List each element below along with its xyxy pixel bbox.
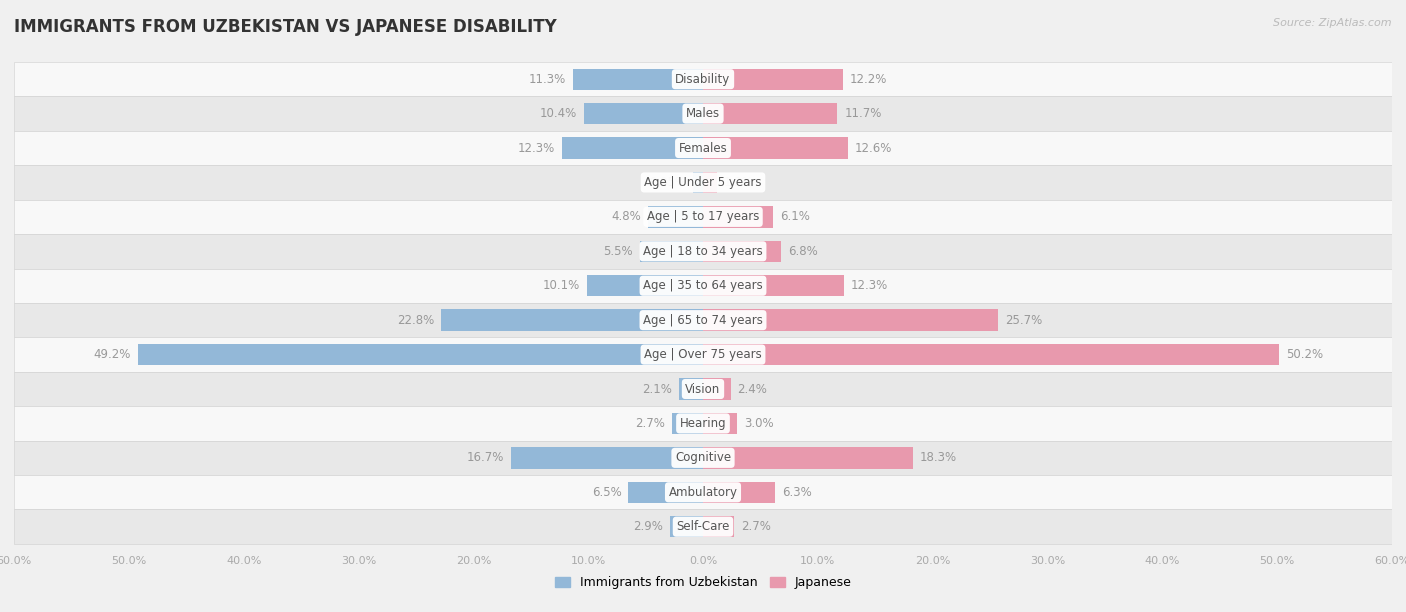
- FancyBboxPatch shape: [14, 303, 1392, 337]
- Text: 49.2%: 49.2%: [94, 348, 131, 361]
- Text: 22.8%: 22.8%: [396, 314, 434, 327]
- Bar: [138, 344, 703, 365]
- Text: Age | Under 5 years: Age | Under 5 years: [644, 176, 762, 189]
- Bar: [703, 206, 773, 228]
- Bar: [703, 275, 844, 296]
- FancyBboxPatch shape: [14, 234, 1392, 269]
- FancyBboxPatch shape: [14, 337, 1392, 371]
- Text: 10.4%: 10.4%: [540, 107, 576, 120]
- Text: 12.3%: 12.3%: [517, 141, 555, 154]
- FancyBboxPatch shape: [14, 62, 1392, 96]
- Bar: [628, 482, 703, 503]
- Bar: [512, 447, 703, 469]
- Text: 2.9%: 2.9%: [633, 520, 662, 533]
- Bar: [562, 137, 703, 159]
- FancyBboxPatch shape: [14, 165, 1392, 200]
- FancyBboxPatch shape: [14, 131, 1392, 165]
- Bar: [703, 172, 717, 193]
- Text: Age | 18 to 34 years: Age | 18 to 34 years: [643, 245, 763, 258]
- Text: 12.3%: 12.3%: [851, 279, 889, 292]
- Text: Disability: Disability: [675, 73, 731, 86]
- FancyBboxPatch shape: [14, 509, 1392, 544]
- Text: Age | 35 to 64 years: Age | 35 to 64 years: [643, 279, 763, 292]
- Bar: [703, 412, 738, 434]
- Text: Self-Care: Self-Care: [676, 520, 730, 533]
- Bar: [703, 103, 838, 124]
- Bar: [672, 412, 703, 434]
- Bar: [703, 137, 848, 159]
- Text: 6.1%: 6.1%: [780, 211, 810, 223]
- Bar: [703, 344, 1279, 365]
- Bar: [703, 516, 734, 537]
- Legend: Immigrants from Uzbekistan, Japanese: Immigrants from Uzbekistan, Japanese: [550, 571, 856, 594]
- Text: 6.8%: 6.8%: [787, 245, 818, 258]
- Bar: [703, 241, 782, 262]
- Text: Females: Females: [679, 141, 727, 154]
- Text: 0.85%: 0.85%: [650, 176, 686, 189]
- FancyBboxPatch shape: [14, 200, 1392, 234]
- Text: 11.3%: 11.3%: [529, 73, 567, 86]
- FancyBboxPatch shape: [14, 406, 1392, 441]
- Text: 2.4%: 2.4%: [738, 382, 768, 395]
- Text: Age | 65 to 74 years: Age | 65 to 74 years: [643, 314, 763, 327]
- Bar: [441, 310, 703, 331]
- Text: 25.7%: 25.7%: [1005, 314, 1042, 327]
- Bar: [703, 310, 998, 331]
- FancyBboxPatch shape: [14, 475, 1392, 509]
- FancyBboxPatch shape: [14, 269, 1392, 303]
- Text: 12.2%: 12.2%: [851, 73, 887, 86]
- Bar: [669, 516, 703, 537]
- Text: 11.7%: 11.7%: [844, 107, 882, 120]
- FancyBboxPatch shape: [14, 96, 1392, 131]
- FancyBboxPatch shape: [14, 371, 1392, 406]
- Text: Source: ZipAtlas.com: Source: ZipAtlas.com: [1274, 18, 1392, 28]
- Bar: [703, 447, 912, 469]
- Bar: [583, 103, 703, 124]
- Text: 12.6%: 12.6%: [855, 141, 891, 154]
- Text: Age | 5 to 17 years: Age | 5 to 17 years: [647, 211, 759, 223]
- Text: 16.7%: 16.7%: [467, 452, 505, 465]
- Text: 6.5%: 6.5%: [592, 486, 621, 499]
- Text: IMMIGRANTS FROM UZBEKISTAN VS JAPANESE DISABILITY: IMMIGRANTS FROM UZBEKISTAN VS JAPANESE D…: [14, 18, 557, 36]
- Bar: [703, 378, 731, 400]
- Text: Hearing: Hearing: [679, 417, 727, 430]
- Text: 2.7%: 2.7%: [741, 520, 770, 533]
- Text: 5.5%: 5.5%: [603, 245, 633, 258]
- Text: 18.3%: 18.3%: [920, 452, 957, 465]
- Bar: [679, 378, 703, 400]
- Text: Age | Over 75 years: Age | Over 75 years: [644, 348, 762, 361]
- Text: Cognitive: Cognitive: [675, 452, 731, 465]
- Bar: [648, 206, 703, 228]
- Text: Vision: Vision: [685, 382, 721, 395]
- Bar: [640, 241, 703, 262]
- Text: Males: Males: [686, 107, 720, 120]
- Text: 3.0%: 3.0%: [744, 417, 773, 430]
- Text: 1.2%: 1.2%: [724, 176, 754, 189]
- Text: 50.2%: 50.2%: [1286, 348, 1323, 361]
- Bar: [574, 69, 703, 90]
- Text: 6.3%: 6.3%: [782, 486, 813, 499]
- Text: 4.8%: 4.8%: [612, 211, 641, 223]
- Text: 10.1%: 10.1%: [543, 279, 581, 292]
- Bar: [588, 275, 703, 296]
- FancyBboxPatch shape: [14, 441, 1392, 475]
- Bar: [703, 482, 775, 503]
- Text: Ambulatory: Ambulatory: [668, 486, 738, 499]
- Bar: [703, 69, 844, 90]
- Bar: [693, 172, 703, 193]
- Text: 2.1%: 2.1%: [643, 382, 672, 395]
- Text: 2.7%: 2.7%: [636, 417, 665, 430]
